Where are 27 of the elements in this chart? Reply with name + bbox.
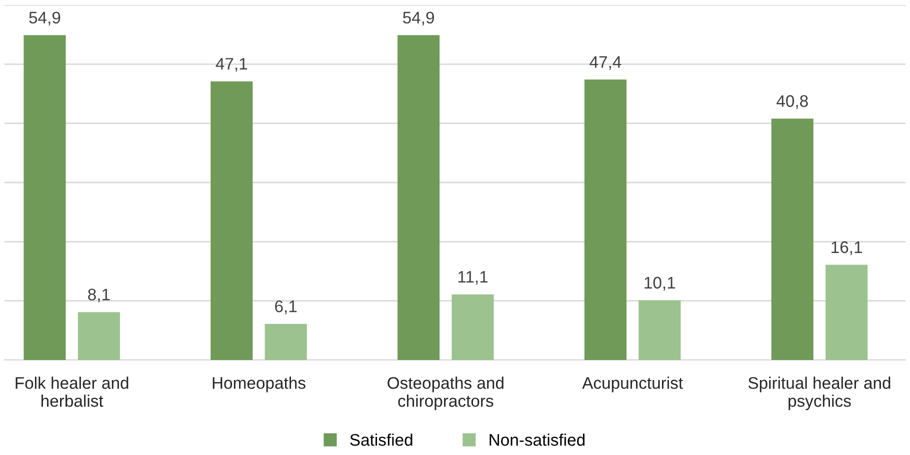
bar bbox=[826, 264, 868, 360]
bar bbox=[78, 312, 120, 360]
bar bbox=[638, 300, 681, 360]
data-label: 40,8 bbox=[776, 95, 808, 109]
bar bbox=[398, 35, 440, 360]
legend-label: Non-satisfied bbox=[490, 434, 585, 446]
data-label: 54,9 bbox=[29, 12, 60, 26]
bar bbox=[771, 118, 814, 360]
x-tick-label: Spiritual healer and psychics bbox=[748, 376, 890, 410]
x-tick-label: Acupuncturist bbox=[582, 376, 683, 392]
data-label: 47,4 bbox=[590, 56, 622, 70]
data-label: 6,1 bbox=[275, 300, 297, 314]
data-label: 47,1 bbox=[216, 58, 248, 72]
data-label: 10,1 bbox=[644, 276, 676, 291]
bar bbox=[210, 81, 253, 360]
x-tick-label: Folk healer and herbalist bbox=[16, 376, 128, 407]
bar bbox=[452, 294, 494, 360]
x-tick-label: Homeopaths bbox=[212, 376, 306, 392]
bar bbox=[584, 80, 626, 360]
bar bbox=[264, 324, 307, 360]
data-label: 8,1 bbox=[88, 288, 110, 302]
bar bbox=[24, 35, 66, 360]
legend-label: Satisfied bbox=[350, 434, 412, 446]
data-label: 54,9 bbox=[403, 12, 434, 26]
x-tick-label: Osteopaths and chiropractors bbox=[388, 376, 504, 410]
data-label: 16,1 bbox=[832, 241, 862, 256]
data-label: 11,1 bbox=[458, 271, 488, 285]
